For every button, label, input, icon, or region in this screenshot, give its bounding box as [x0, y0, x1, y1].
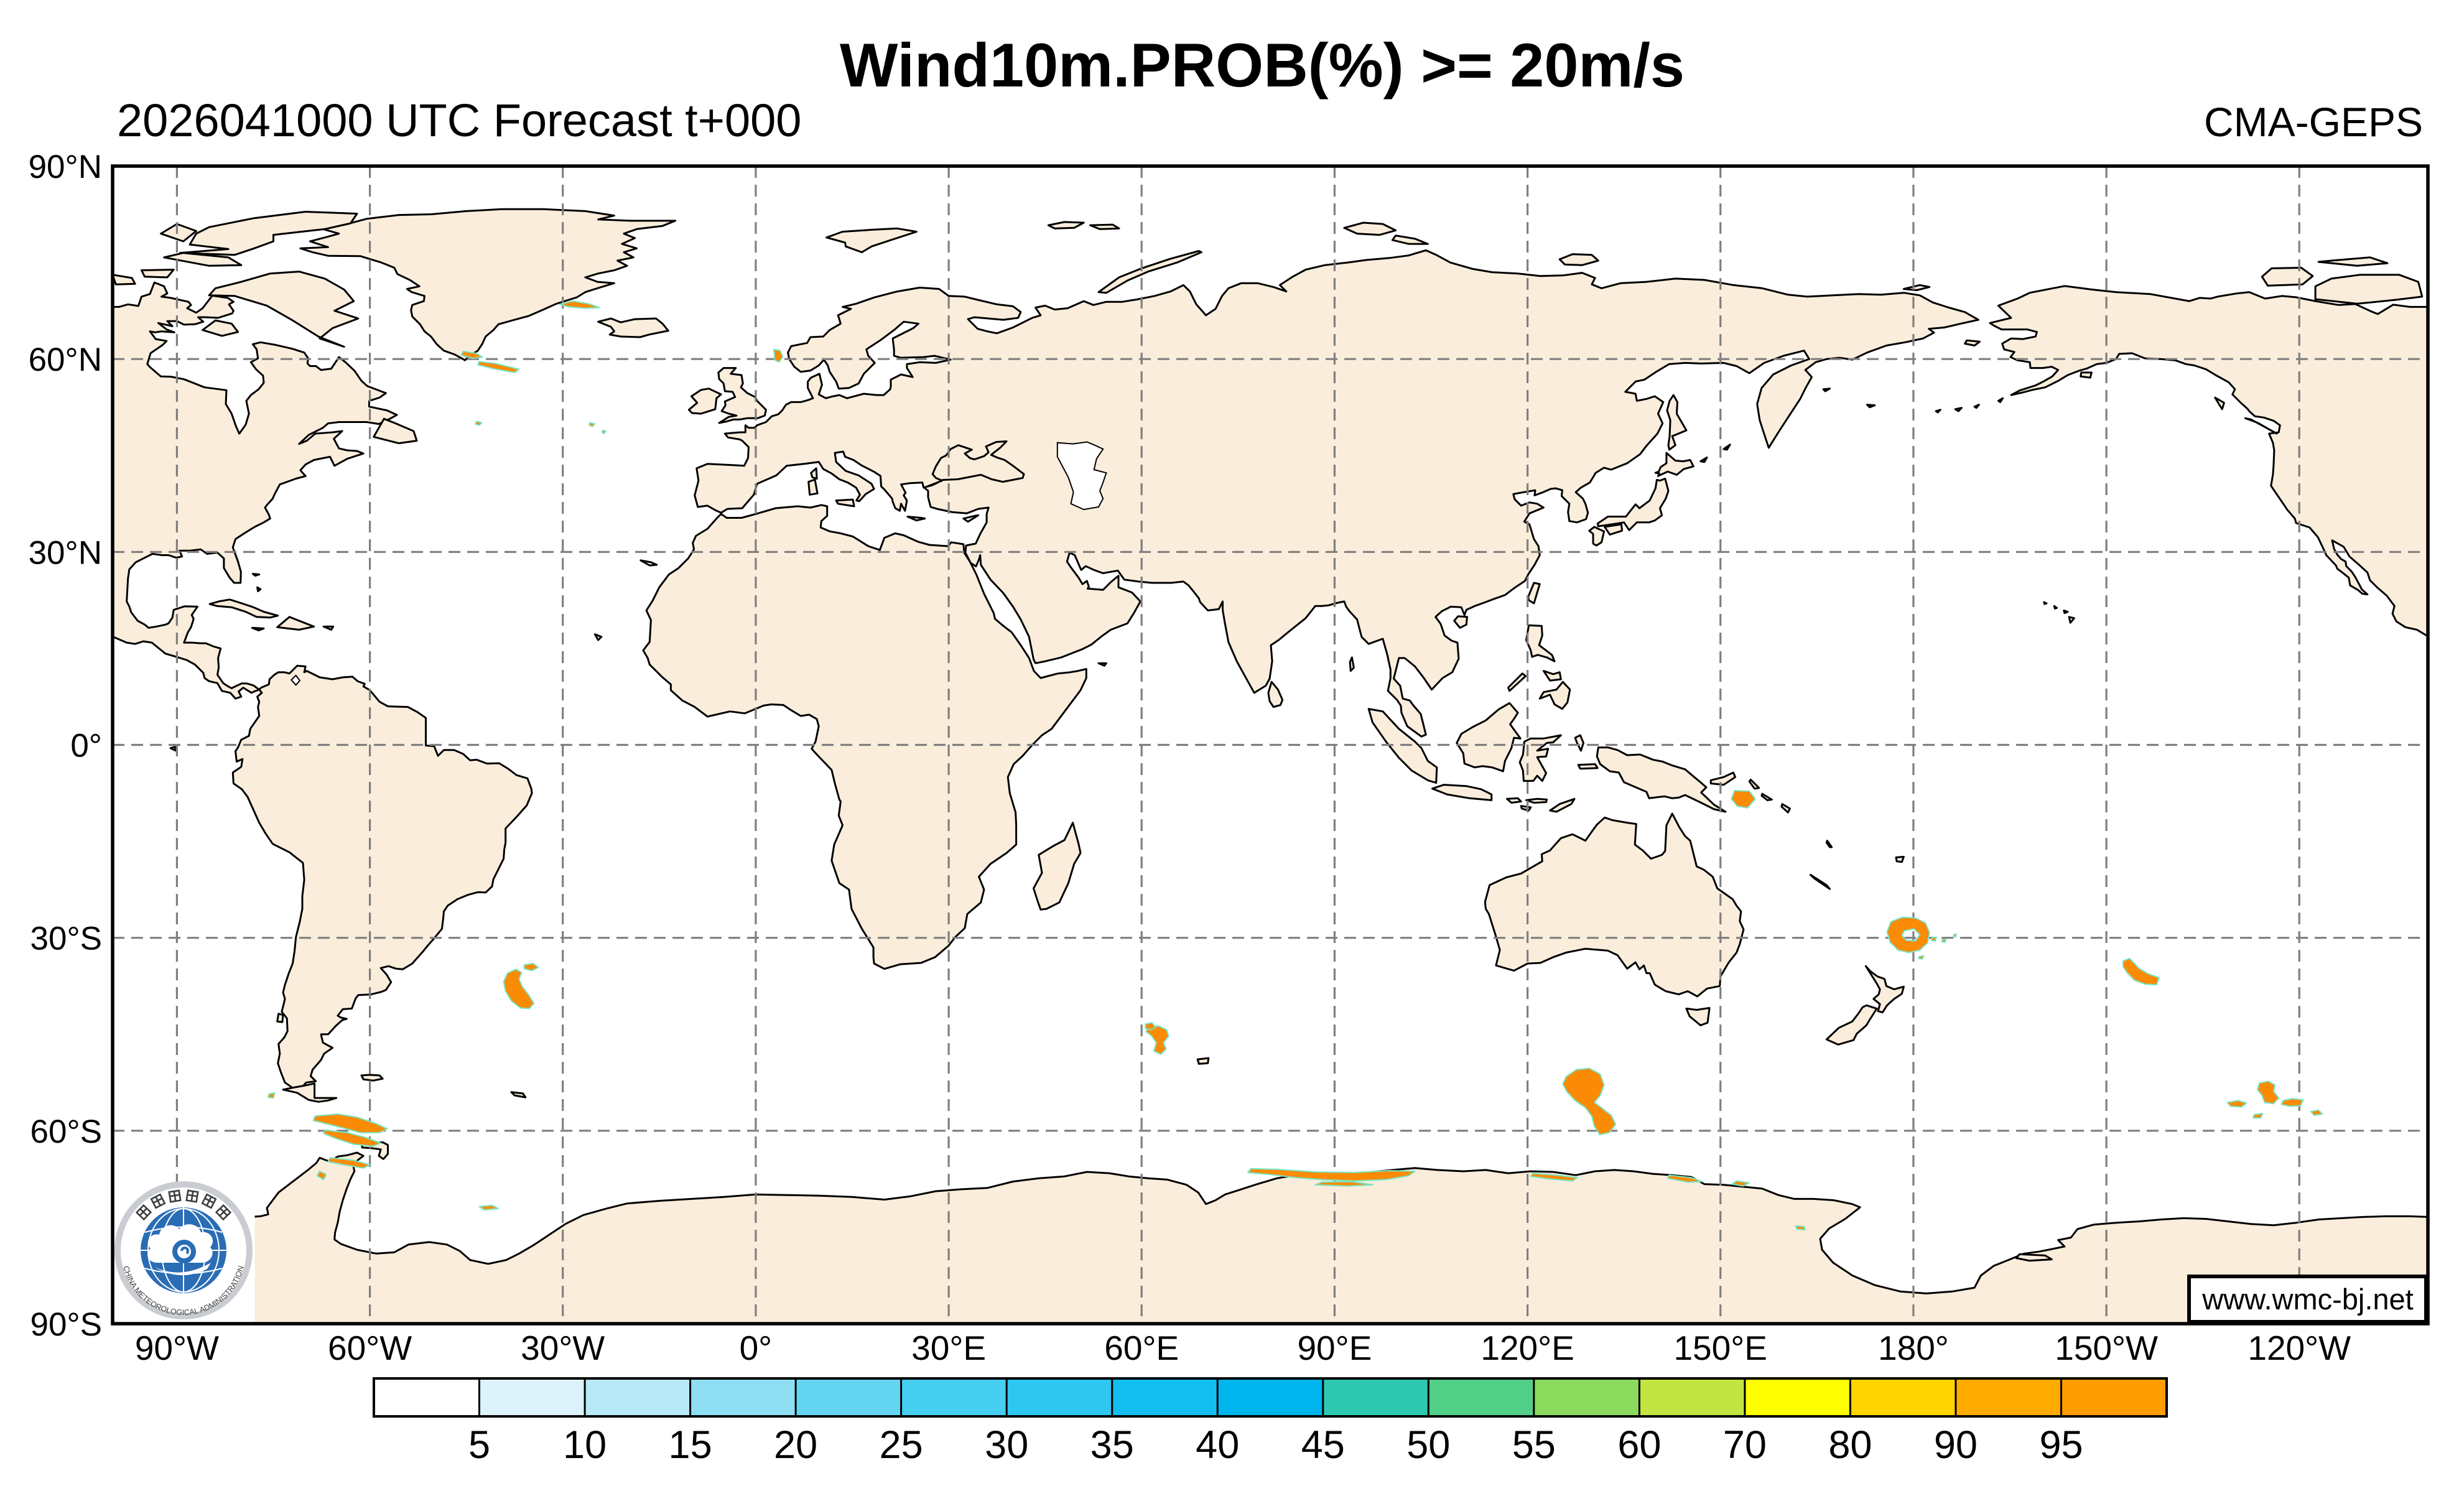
svg-text:www.wmc-bj.net: www.wmc-bj.net [2201, 1283, 2414, 1316]
svg-text:120°W: 120°W [2248, 1329, 2351, 1367]
svg-text:0°: 0° [740, 1329, 773, 1367]
svg-text:30°S: 30°S [30, 921, 103, 957]
svg-text:60°S: 60°S [30, 1113, 103, 1150]
svg-text:150°W: 150°W [2055, 1329, 2158, 1367]
svg-text:15: 15 [669, 1423, 712, 1467]
svg-text:180°: 180° [1878, 1329, 1949, 1367]
svg-text:80: 80 [1828, 1423, 1872, 1467]
svg-text:25: 25 [880, 1423, 923, 1467]
svg-text:90: 90 [1934, 1423, 1978, 1467]
svg-text:35: 35 [1090, 1423, 1134, 1467]
svg-text:5: 5 [468, 1423, 490, 1467]
svg-text:90°S: 90°S [30, 1306, 103, 1343]
svg-text:30°N: 30°N [29, 534, 102, 571]
svg-text:60°W: 60°W [328, 1329, 412, 1367]
svg-text:150°E: 150°E [1673, 1329, 1767, 1367]
svg-text:0°: 0° [70, 728, 102, 764]
svg-text:60°N: 60°N [29, 341, 102, 378]
svg-text:45: 45 [1301, 1423, 1345, 1467]
svg-text:55: 55 [1512, 1423, 1556, 1467]
svg-text:120°E: 120°E [1481, 1329, 1574, 1367]
svg-text:2026041000 UTC Forecast t+000: 2026041000 UTC Forecast t+000 [117, 95, 801, 146]
svg-text:60: 60 [1617, 1423, 1661, 1467]
svg-text:90°W: 90°W [135, 1329, 219, 1367]
svg-text:30°E: 30°E [911, 1329, 986, 1367]
svg-text:Wind10m.PROB(%) >= 20m/s: Wind10m.PROB(%) >= 20m/s [840, 30, 1685, 100]
svg-text:70: 70 [1723, 1423, 1767, 1467]
svg-text:10: 10 [563, 1423, 607, 1467]
svg-text:60°E: 60°E [1104, 1329, 1179, 1367]
svg-text:20: 20 [774, 1423, 817, 1467]
svg-text:30°W: 30°W [521, 1329, 605, 1367]
svg-text:90°N: 90°N [29, 149, 102, 185]
svg-text:40: 40 [1196, 1423, 1239, 1467]
svg-text:CMA-GEPS: CMA-GEPS [2204, 99, 2423, 145]
svg-text:30: 30 [985, 1423, 1028, 1467]
svg-text:95: 95 [2039, 1423, 2083, 1467]
svg-text:50: 50 [1406, 1423, 1450, 1467]
svg-text:90°E: 90°E [1297, 1329, 1372, 1367]
